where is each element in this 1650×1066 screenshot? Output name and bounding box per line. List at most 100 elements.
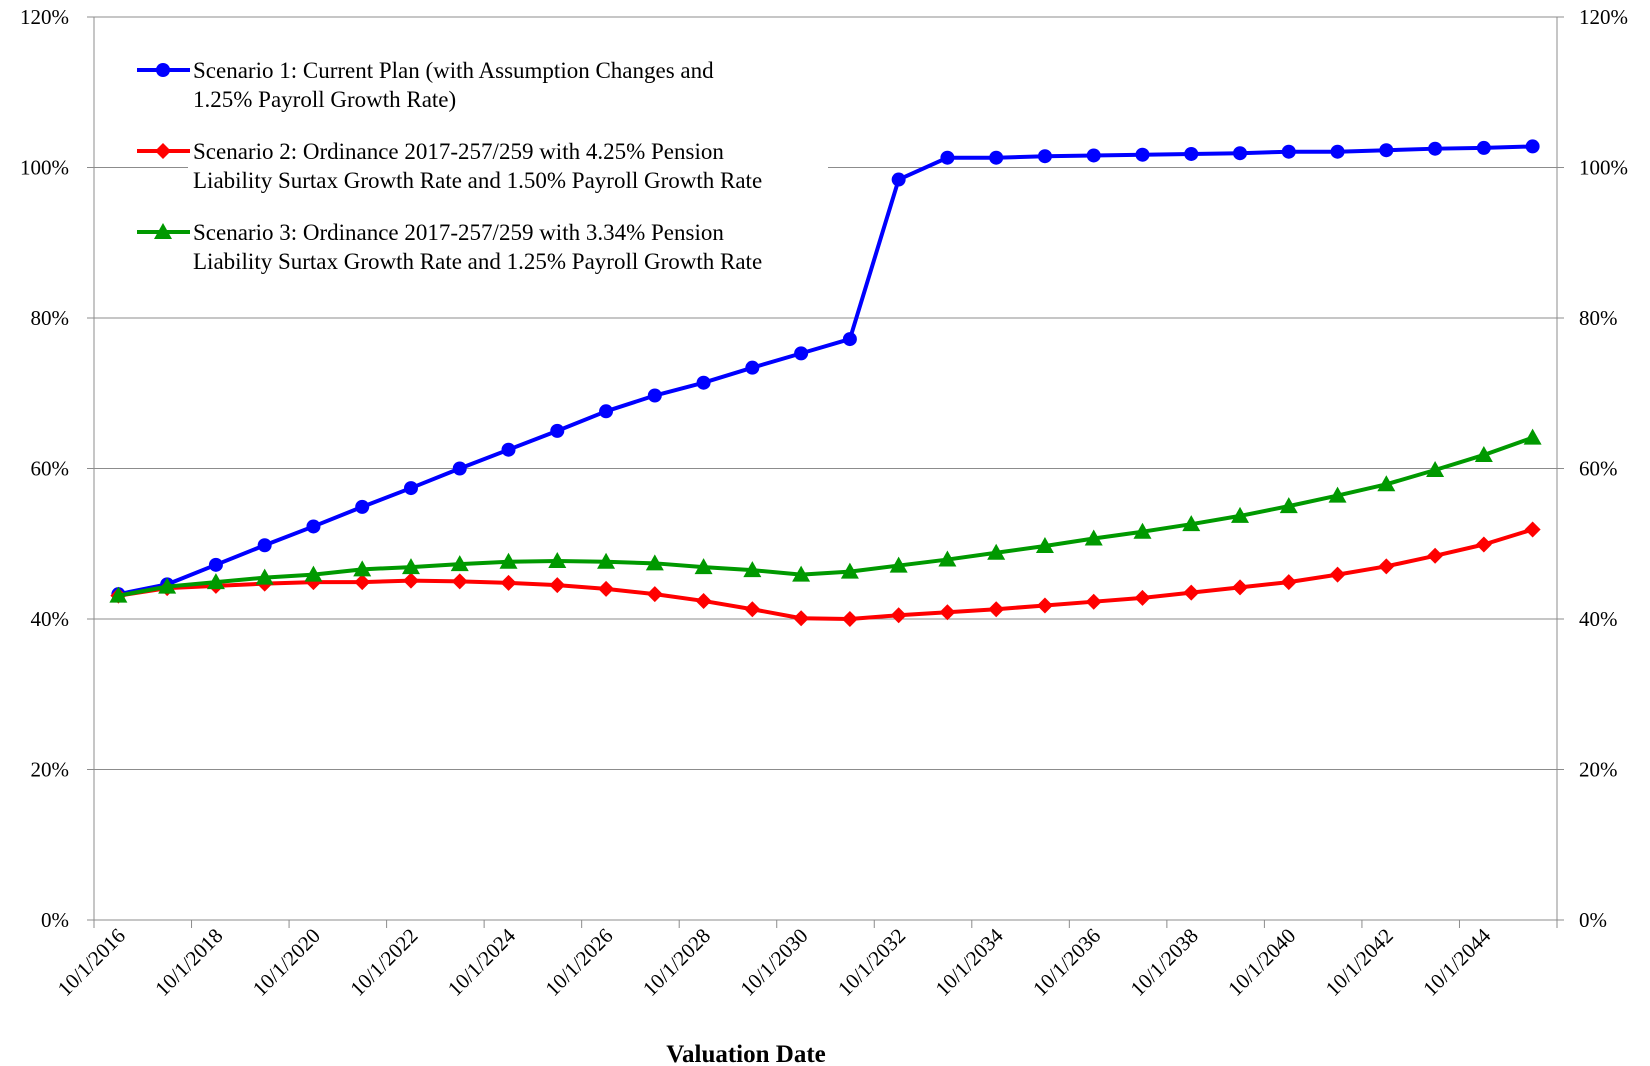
series-2-point <box>1329 566 1346 583</box>
series-1 <box>111 139 1540 602</box>
series-1-point <box>1428 141 1443 156</box>
series-2-line <box>118 527 1534 621</box>
series-1-point <box>1037 149 1052 164</box>
series-1-point <box>647 388 662 403</box>
series-2-point <box>646 586 663 603</box>
series-2-point <box>1524 521 1541 538</box>
x-tick-label: 10/1/2042 <box>1321 924 1398 1001</box>
series-1-point <box>794 346 809 361</box>
series-group <box>109 139 1542 627</box>
x-tick-label: 10/1/2034 <box>931 923 1009 1001</box>
series-1-point <box>1330 144 1345 159</box>
x-tick-label: 10/1/2036 <box>1028 924 1105 1001</box>
series-1-point <box>745 360 760 375</box>
x-tick-label: 10/1/2044 <box>1418 923 1496 1001</box>
y-tick-label-right: 100% <box>1579 156 1628 180</box>
x-tick-label: 10/1/2032 <box>833 924 910 1001</box>
legend-label: Scenario 3: Ordinance 2017-257/259 with … <box>193 220 724 245</box>
series-3-point <box>499 552 518 569</box>
series-3-point <box>158 577 177 594</box>
y-tick-label-left: 80% <box>31 306 70 330</box>
series-3-point <box>109 586 128 603</box>
series-3-point <box>1279 497 1298 514</box>
series-2-point <box>793 610 810 627</box>
x-tick-label: 10/1/2038 <box>1126 924 1203 1001</box>
legend: Scenario 1: Current Plan (with Assumptio… <box>137 50 828 282</box>
x-tick-label: 10/1/2030 <box>735 924 812 1001</box>
series-3-point <box>450 555 469 572</box>
y-tick-label-right: 80% <box>1579 306 1618 330</box>
legend-backdrop <box>188 50 828 120</box>
series-2-point <box>1427 547 1444 564</box>
y-tick-label-right: 40% <box>1579 607 1618 631</box>
y-tick-label-right: 0% <box>1579 908 1607 932</box>
series-3-point <box>597 552 616 569</box>
series-2-point <box>500 574 517 591</box>
series-3-point <box>645 554 664 571</box>
legend-backdrop <box>188 212 828 282</box>
series-3-point <box>840 562 859 579</box>
series-1-point <box>257 538 272 553</box>
series-2-point <box>451 573 468 590</box>
legend-item-3: Scenario 3: Ordinance 2017-257/259 with … <box>137 212 828 282</box>
legend-label: Liability Surtax Growth Rate and 1.50% P… <box>193 168 762 193</box>
y-tick-label-right: 60% <box>1579 457 1618 481</box>
series-2-point <box>695 592 712 609</box>
series-3-point <box>255 568 274 585</box>
series-2-point <box>841 611 858 627</box>
series-3-point <box>987 543 1006 560</box>
series-1-point <box>696 375 711 390</box>
series-3-point <box>1328 486 1347 503</box>
series-2-point <box>1280 574 1297 591</box>
series-3-point <box>792 565 811 582</box>
y-tick-label-left: 20% <box>31 758 70 782</box>
gridlines <box>94 16 1557 770</box>
legend-swatch-marker <box>155 143 171 159</box>
y-tick-label-right: 120% <box>1579 5 1628 29</box>
series-1-point <box>550 423 565 438</box>
series-3 <box>109 428 1542 603</box>
series-2-point <box>939 604 956 621</box>
series-3-point <box>1035 537 1054 554</box>
legend-item-1: Scenario 1: Current Plan (with Assumptio… <box>137 50 828 120</box>
series-1-point <box>1476 140 1491 155</box>
series-1-point <box>1184 146 1199 161</box>
y-tick-label-left: 60% <box>31 457 70 481</box>
series-3-point <box>1231 506 1250 523</box>
series-3-point <box>304 565 323 582</box>
series-3-line <box>118 435 1534 598</box>
x-axis-title: Valuation Date <box>666 1041 826 1066</box>
series-1-point <box>1281 144 1296 159</box>
series-3-point <box>1084 529 1103 546</box>
series-1-point <box>989 150 1004 165</box>
series-1-point <box>403 481 418 496</box>
series-1-point <box>842 332 857 347</box>
legend-label: Liability Surtax Growth Rate and 1.25% P… <box>193 249 762 274</box>
legend-label: 1.25% Payroll Growth Rate) <box>193 87 456 112</box>
series-1-point <box>1525 139 1540 154</box>
series-3-point <box>401 558 420 575</box>
series-1-point <box>452 461 467 476</box>
legend-swatch-marker <box>154 223 172 239</box>
series-3-point <box>1474 445 1493 462</box>
y-tick-label-left: 0% <box>41 908 69 932</box>
series-3-point <box>743 561 762 578</box>
series-3-point <box>206 573 225 590</box>
series-2-point <box>744 601 761 618</box>
series-2-point <box>1134 589 1151 606</box>
x-tick-label: 10/1/2040 <box>1223 924 1300 1001</box>
x-tick-label: 10/1/2016 <box>53 924 130 1001</box>
series-2-point <box>598 580 615 597</box>
series-1-line <box>117 144 1533 597</box>
x-axis-ticks: 10/1/2016 10/1/2018 10/1/2020 10/1/2022 10/1… <box>53 920 1558 1001</box>
y-tick-label-left: 100% <box>20 156 69 180</box>
x-tick-label: 10/1/2028 <box>638 924 715 1001</box>
legend-swatch-marker <box>156 63 170 77</box>
series-3-point <box>1377 475 1396 492</box>
series-1-point <box>891 172 906 187</box>
series-1-point <box>1233 146 1248 161</box>
series-1-point <box>599 404 614 419</box>
series-3-point <box>1426 461 1445 478</box>
series-2-point <box>549 577 566 594</box>
